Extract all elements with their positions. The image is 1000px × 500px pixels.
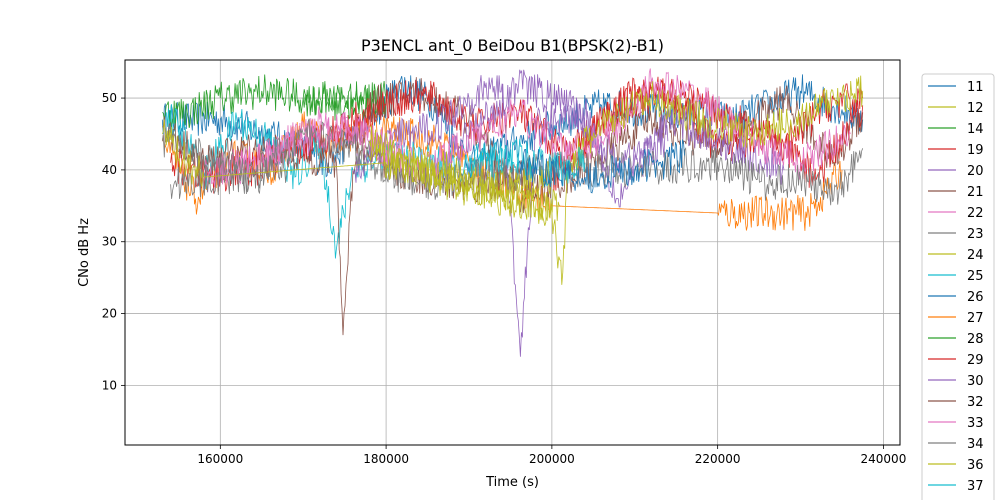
legend-box: [921, 73, 995, 500]
series-line-14: [162, 74, 387, 131]
chart-title: P3ENCL ant_0 BeiDou B1(BPSK(2)-B1): [361, 36, 664, 56]
series-line-11: [518, 139, 685, 194]
legend-label: 34: [967, 437, 984, 452]
legend-label: 12: [967, 101, 984, 116]
x-tick-label: 220000: [695, 452, 741, 466]
legend-label: 21: [967, 185, 984, 200]
legend-label: 20: [967, 164, 984, 179]
legend-label: 32: [967, 395, 984, 410]
legend-label: 36: [967, 458, 984, 473]
series-line-23: [170, 153, 287, 199]
series-line-37: [468, 139, 586, 187]
series-line-28: [302, 81, 387, 117]
y-axis-ticks: 10 20 30 40 50: [102, 91, 125, 392]
legend-label: 14: [967, 122, 984, 137]
plot-frame: [124, 59, 901, 446]
legend-label: 25: [967, 269, 984, 284]
y-tick-label: 50: [102, 91, 117, 105]
legend-label: 28: [967, 332, 984, 347]
series-line-24: [369, 125, 553, 206]
series-line-36: [161, 75, 864, 285]
x-axis-label: Time (s): [485, 475, 539, 490]
legend-label: 22: [967, 206, 984, 221]
legend-label: 19: [967, 143, 984, 158]
legend-label: 30: [967, 374, 984, 389]
y-axis-label: CNo dB Hz: [77, 218, 92, 287]
legend-label: 26: [967, 290, 984, 305]
series-line-12: [369, 138, 561, 221]
y-tick-label: 40: [102, 163, 117, 177]
plot-series: [161, 68, 864, 357]
legend-label: 37: [967, 479, 984, 494]
series-line-33: [219, 68, 851, 184]
y-tick-label: 30: [102, 235, 117, 249]
legend-label: 11: [967, 80, 984, 95]
legend: 11 12 14 19 20 21 22 23 24 25 26 27 28 29 30 32 33 34 36 37…: [921, 73, 995, 500]
x-tick-label: 160000: [197, 452, 243, 466]
legend-label: 29: [967, 353, 984, 368]
y-tick-label: 20: [102, 307, 117, 321]
legend-label: 33: [967, 416, 984, 431]
x-tick-label: 240000: [861, 452, 907, 466]
legend-label: 24: [967, 248, 984, 263]
x-tick-label: 180000: [363, 452, 409, 466]
y-tick-label: 10: [102, 378, 117, 392]
legend-label: 27: [967, 311, 984, 326]
x-axis-ticks: 160000 180000 200000 220000 240000: [197, 445, 906, 466]
series-line-20: [352, 75, 785, 357]
legend-label: 23: [967, 227, 984, 242]
series-line-21: [162, 77, 864, 336]
x-tick-label: 200000: [529, 452, 575, 466]
